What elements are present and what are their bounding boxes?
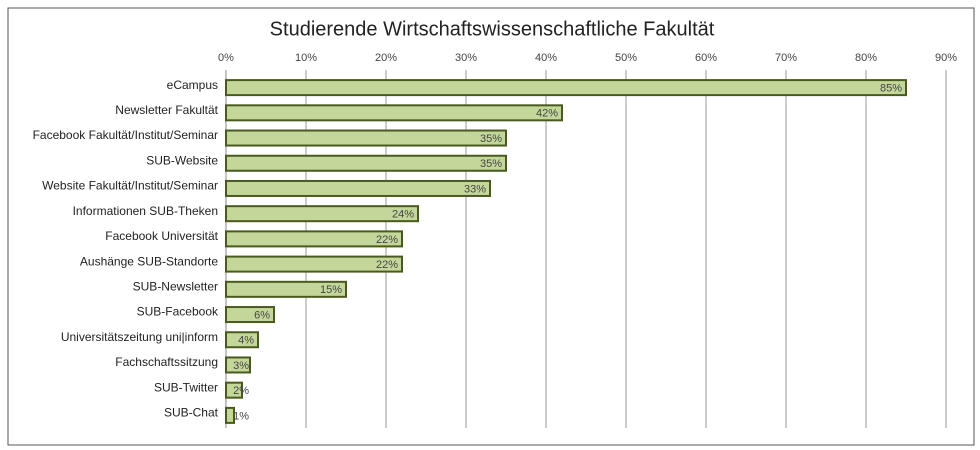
bar (225, 104, 563, 122)
chart-title: Studierende Wirtschaftswissenschaftliche… (270, 18, 715, 40)
bar (225, 406, 235, 424)
x-tick-label: 10% (295, 52, 317, 64)
data-label: 35% (480, 158, 502, 170)
data-label: 1% (233, 410, 249, 422)
data-label: 3% (233, 360, 249, 372)
bar (225, 129, 507, 147)
y-tick-label: SUB-Facebook (137, 305, 219, 319)
x-tick-label: 90% (935, 52, 957, 64)
bar (225, 306, 275, 324)
data-label: 2% (233, 385, 249, 397)
bar (225, 356, 251, 374)
x-tick-label: 80% (855, 52, 877, 64)
x-tick-label: 40% (535, 52, 557, 64)
y-tick-label: SUB-Website (146, 153, 218, 167)
y-tick-label: Universitätszeitung uni|inform (61, 330, 218, 344)
data-label: 33% (464, 183, 486, 195)
x-tick-label: 70% (775, 52, 797, 64)
data-label: 22% (376, 259, 398, 271)
y-tick-label: Facebook Fakultät/Institut/Seminar (33, 128, 218, 142)
bar (225, 179, 491, 197)
y-tick-label: Website Fakultät/Institut/Seminar (42, 179, 218, 193)
y-tick-label: Newsletter Fakultät (115, 103, 218, 117)
y-tick-label: Aushänge SUB-Standorte (80, 254, 218, 268)
y-tick-label: Facebook Universität (105, 229, 218, 243)
chart-border (7, 7, 975, 446)
bar (225, 255, 403, 273)
y-tick-label: eCampus (167, 78, 218, 92)
bar (225, 381, 243, 399)
y-tick-label: SUB-Chat (164, 406, 219, 420)
data-label: 22% (376, 234, 398, 246)
data-label: 35% (480, 133, 502, 145)
data-label: 4% (238, 335, 254, 347)
bar (225, 331, 259, 349)
bar (225, 154, 507, 172)
x-tick-label: 50% (615, 52, 637, 64)
y-tick-label: Informationen SUB-Theken (73, 204, 218, 218)
bar (225, 205, 419, 223)
bar (225, 230, 403, 248)
data-label: 24% (392, 209, 414, 221)
x-tick-label: 20% (375, 52, 397, 64)
data-label: 85% (880, 83, 902, 95)
y-tick-label: Fachschaftssitzung (115, 355, 218, 369)
data-label: 6% (254, 309, 270, 321)
y-tick-label: SUB-Twitter (154, 380, 218, 394)
x-tick-label: 60% (695, 52, 717, 64)
x-tick-label: 0% (218, 52, 234, 64)
data-label: 15% (320, 284, 342, 296)
y-tick-label: SUB-Newsletter (133, 279, 218, 293)
x-tick-label: 30% (455, 52, 477, 64)
data-label: 42% (536, 108, 558, 120)
bar (225, 280, 347, 298)
bar (225, 79, 907, 97)
